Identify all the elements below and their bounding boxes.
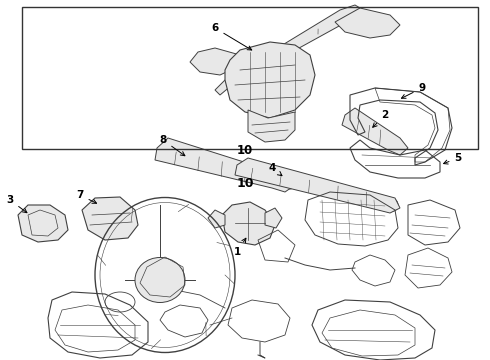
Text: 8: 8 [159,135,185,156]
Polygon shape [82,197,138,240]
Ellipse shape [285,177,295,189]
Text: 10: 10 [236,176,254,189]
Text: 2: 2 [373,110,389,127]
Text: 1: 1 [233,238,246,257]
Text: 6: 6 [211,23,252,50]
Bar [22,7,478,149]
Polygon shape [248,110,295,142]
Ellipse shape [135,257,185,302]
Polygon shape [155,138,295,192]
Polygon shape [215,5,360,95]
Ellipse shape [388,199,398,211]
Polygon shape [265,208,282,228]
Polygon shape [342,108,408,155]
Text: 5: 5 [443,153,462,164]
Polygon shape [18,205,68,242]
Polygon shape [335,8,400,38]
Polygon shape [208,210,225,228]
Text: 9: 9 [401,83,425,98]
Polygon shape [235,158,400,213]
Text: 4: 4 [269,163,282,176]
Ellipse shape [238,164,248,176]
Polygon shape [222,202,275,245]
Polygon shape [190,48,248,75]
Ellipse shape [157,147,169,161]
Text: 3: 3 [6,195,27,213]
Text: 7: 7 [76,190,97,203]
Text: 10: 10 [237,144,253,157]
Polygon shape [225,42,315,118]
